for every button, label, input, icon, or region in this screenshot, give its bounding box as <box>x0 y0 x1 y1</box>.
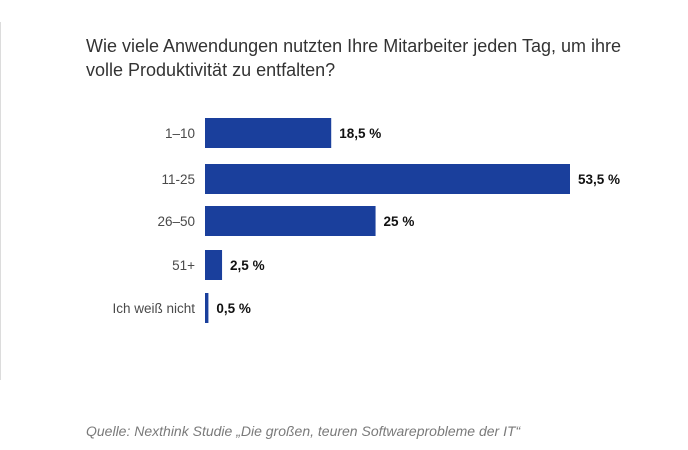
bar <box>205 164 570 194</box>
category-label: 26–50 <box>157 214 195 229</box>
category-label: Ich weiß nicht <box>112 301 195 316</box>
value-label: 18,5 % <box>339 126 381 141</box>
bar <box>205 293 209 323</box>
value-label: 0,5 % <box>216 301 251 316</box>
bar <box>205 206 376 236</box>
bar <box>205 250 223 280</box>
category-label: 51+ <box>172 258 195 273</box>
source-note: Quelle: Nexthink Studie „Die großen, teu… <box>86 423 521 439</box>
value-label: 2,5 % <box>230 258 265 273</box>
bar <box>205 118 332 148</box>
category-label: 11-25 <box>161 172 195 187</box>
value-label: 53,5 % <box>578 172 620 187</box>
left-divider <box>0 22 1 380</box>
category-label: 1–10 <box>165 126 195 141</box>
value-label: 25 % <box>384 214 415 229</box>
chart-title: Wie viele Anwendungen nutzten Ihre Mitar… <box>86 36 621 80</box>
